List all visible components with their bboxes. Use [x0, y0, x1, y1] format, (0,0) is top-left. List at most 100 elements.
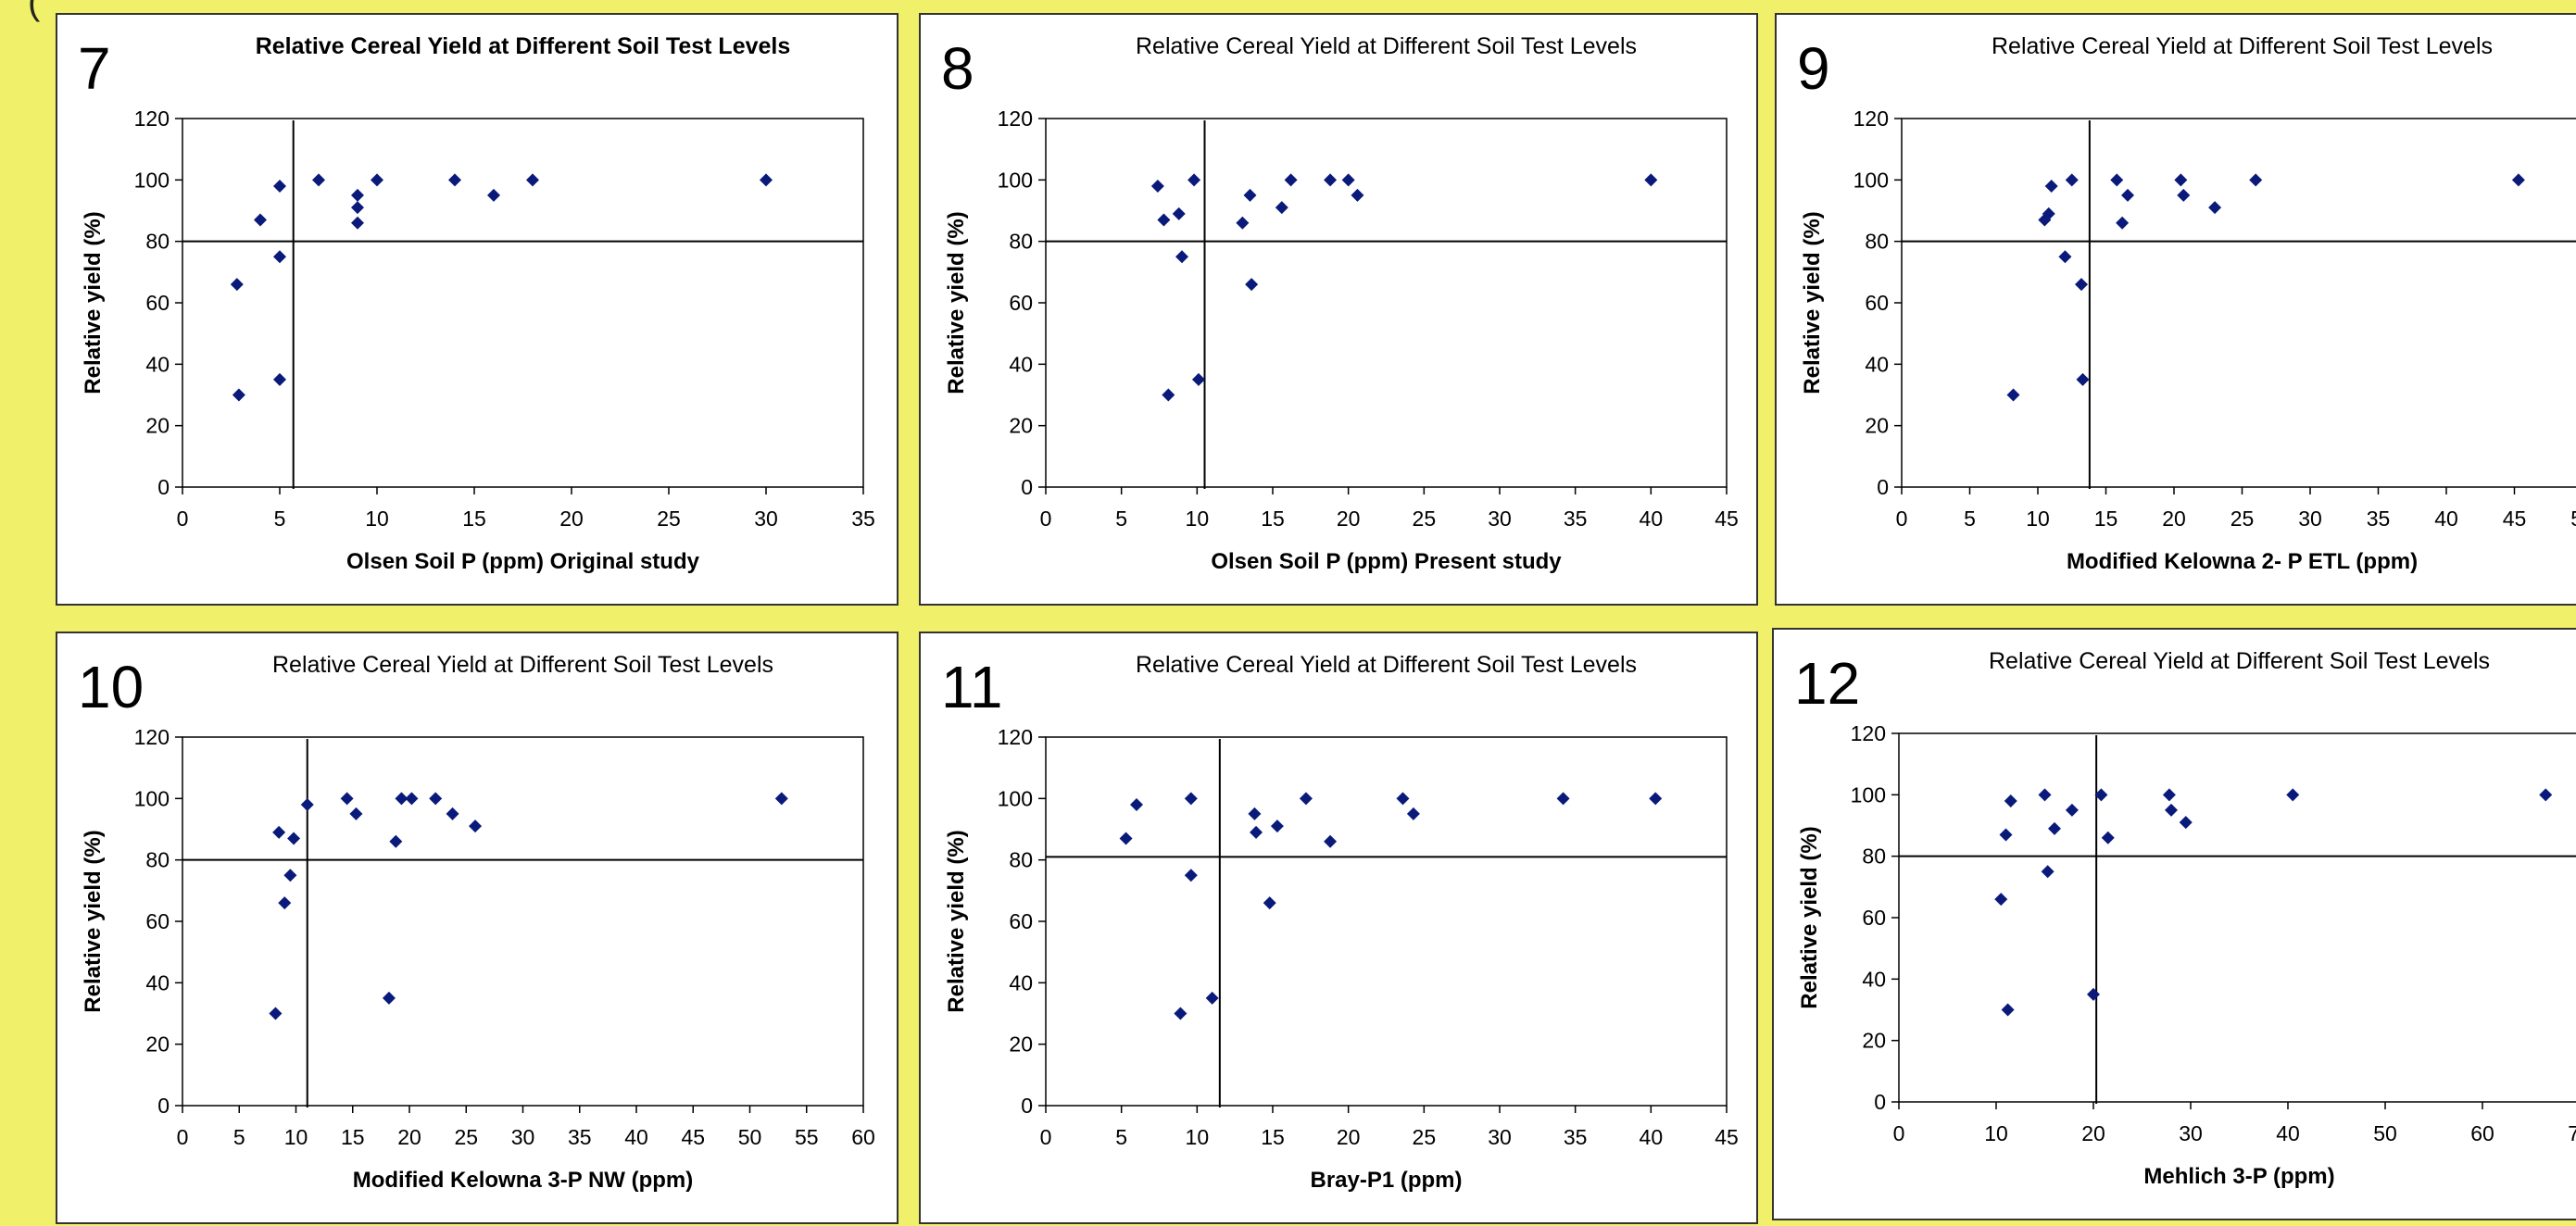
y-axis-label: Relative yield (%) [1797, 826, 1822, 1008]
plot-area-frame [1901, 118, 2576, 488]
y-tick-label: 80 [1862, 844, 1886, 869]
data-point-marker [1994, 893, 2008, 907]
y-tick-label: 120 [998, 725, 1033, 749]
x-tick-label: 0 [1040, 1125, 1052, 1149]
x-tick-label: 5 [1115, 1125, 1127, 1149]
y-tick-label: 120 [1851, 721, 1886, 745]
x-tick-label: 35 [1564, 507, 1588, 531]
chart-panel-10: 10 Relative Cereal Yield at Different Soi… [56, 632, 898, 1224]
x-tick-label: 30 [2179, 1121, 2203, 1145]
data-point-marker [2121, 188, 2135, 202]
data-point-marker [1130, 797, 1143, 811]
plot-area-frame [1045, 118, 1728, 488]
data-point-marker [446, 807, 459, 820]
panel-number: 11 [941, 654, 1002, 720]
x-tick-label: 40 [1640, 1125, 1664, 1149]
data-point-marker [1248, 807, 1262, 820]
data-point-marker [1243, 188, 1257, 202]
x-tick-label: 15 [1261, 1125, 1285, 1149]
x-tick-label: 20 [2162, 507, 2186, 531]
x-tick-label: 10 [1186, 1125, 1210, 1149]
x-tick-label: 40 [2276, 1121, 2300, 1145]
x-tick-label: 25 [2230, 507, 2255, 531]
x-tick-label: 10 [1186, 507, 1210, 531]
data-point-marker [2179, 816, 2193, 830]
y-tick-label: 100 [998, 168, 1033, 192]
data-point-marker [349, 807, 363, 820]
data-point-marker [1299, 792, 1313, 806]
data-point-marker [230, 278, 244, 292]
x-tick-label: 30 [1488, 507, 1512, 531]
y-tick-label: 100 [134, 168, 170, 192]
cropped-header-text: ( [28, 0, 41, 22]
data-point-marker [1162, 388, 1175, 402]
x-tick-label: 55 [795, 1125, 819, 1149]
data-point-marker [2048, 821, 2061, 835]
x-tick-label: 45 [1715, 1125, 1739, 1149]
y-tick-label: 0 [157, 475, 170, 499]
data-point-marker [1250, 825, 1263, 839]
data-point-marker [2101, 831, 2115, 844]
data-point-marker [2110, 173, 2124, 187]
x-tick-label: 45 [681, 1125, 705, 1149]
data-point-marker [232, 388, 245, 402]
x-tick-label: 25 [1413, 507, 1437, 531]
data-point-marker [2177, 188, 2191, 202]
y-axis-label: Relative yield (%) [944, 211, 969, 394]
x-tick-label: 15 [1261, 507, 1285, 531]
data-point-marker [1341, 173, 1355, 187]
y-tick-label: 120 [1853, 106, 1889, 131]
y-axis-label: Relative yield (%) [1800, 211, 1825, 394]
data-point-marker [2174, 173, 2188, 187]
chart-panel-12: 12 Relative Cereal Yield at Different Soi… [1772, 628, 2576, 1220]
y-tick-label: 120 [134, 725, 170, 749]
data-point-marker [1172, 206, 1186, 220]
data-point-marker [2044, 179, 2058, 193]
scatter-chart-svg: 10 Relative Cereal Yield at Different Soi… [78, 652, 875, 1193]
y-tick-label: 20 [145, 1032, 170, 1057]
data-point-marker [351, 201, 364, 215]
data-point-marker [2094, 788, 2108, 802]
data-point-marker [2539, 788, 2553, 802]
data-point-marker [2076, 372, 2090, 386]
data-point-marker [2249, 173, 2263, 187]
x-tick-label: 50 [2570, 507, 2576, 531]
data-point-marker [760, 173, 773, 187]
data-point-marker [1649, 792, 1663, 806]
data-point-marker [2041, 865, 2055, 879]
x-axis-label: Olsen Soil P (ppm) Original study [346, 549, 700, 574]
chart-title: Relative Cereal Yield at Different Soil … [272, 652, 773, 678]
chart-panel-9: 9 Relative Cereal Yield at Different Soil… [1775, 13, 2576, 606]
y-tick-label: 80 [1865, 230, 1889, 254]
x-tick-label: 15 [462, 507, 486, 531]
data-point-marker [273, 179, 286, 193]
data-point-marker [1406, 807, 1420, 820]
y-tick-label: 120 [998, 106, 1033, 131]
data-point-marker [312, 173, 325, 187]
x-tick-label: 30 [2298, 507, 2322, 531]
x-tick-label: 20 [1337, 507, 1361, 531]
data-point-marker [2162, 788, 2176, 802]
x-tick-label: 0 [1893, 1121, 1905, 1145]
data-point-marker [1324, 834, 1338, 848]
data-point-marker [2001, 1003, 2015, 1017]
plot-area-frame [1898, 732, 2576, 1103]
x-tick-label: 5 [1115, 507, 1127, 531]
data-point-marker [351, 188, 364, 202]
scatter-chart-svg: 7 Relative Cereal Yield at Different Soil… [78, 33, 875, 574]
data-point-marker [1263, 896, 1276, 910]
data-point-marker [272, 825, 286, 839]
data-point-marker [351, 216, 364, 230]
x-tick-label: 20 [1337, 1125, 1361, 1149]
data-point-marker [2038, 213, 2052, 227]
x-tick-label: 40 [1640, 507, 1664, 531]
y-tick-label: 80 [1009, 230, 1033, 254]
y-tick-label: 20 [1865, 414, 1889, 438]
y-tick-label: 0 [1021, 1094, 1033, 1118]
x-tick-label: 5 [274, 507, 286, 531]
data-point-marker [2058, 250, 2072, 264]
chart-title: Relative Cereal Yield at Different Soil … [1992, 33, 2493, 59]
x-tick-label: 10 [2026, 507, 2050, 531]
x-axis-label: Modified Kelowna 3-P NW (ppm) [353, 1168, 694, 1193]
data-point-marker [389, 834, 403, 848]
